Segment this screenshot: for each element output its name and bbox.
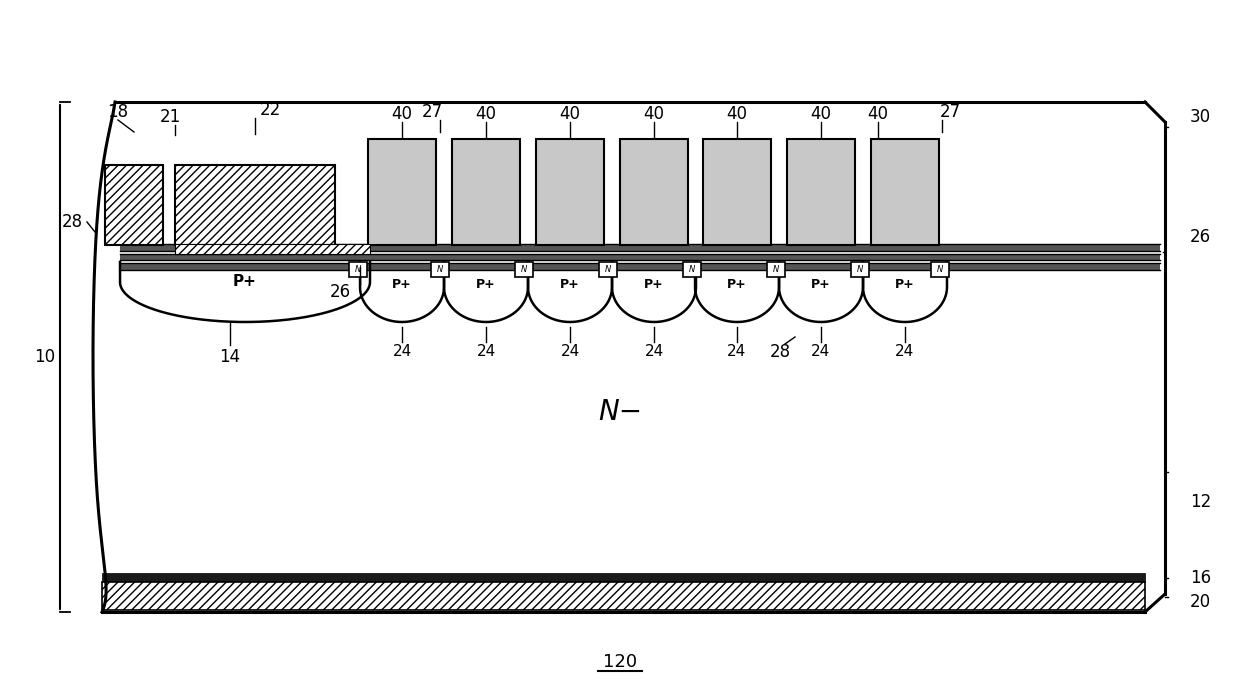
Text: 27: 27 xyxy=(940,103,961,121)
Text: N: N xyxy=(857,265,863,274)
Bar xyxy=(599,262,618,277)
Text: 40: 40 xyxy=(392,105,413,123)
Text: 16: 16 xyxy=(1190,569,1211,587)
Text: 28: 28 xyxy=(770,343,791,361)
Bar xyxy=(120,254,1159,260)
Text: N: N xyxy=(355,265,361,274)
Text: 24: 24 xyxy=(895,345,915,360)
Text: P+: P+ xyxy=(895,277,915,291)
Bar xyxy=(368,139,436,245)
Bar xyxy=(683,262,701,277)
Text: N: N xyxy=(605,265,611,274)
Text: N: N xyxy=(689,265,696,274)
Text: 40: 40 xyxy=(475,105,496,123)
Polygon shape xyxy=(863,262,947,322)
Text: 18: 18 xyxy=(108,103,129,121)
Text: 24: 24 xyxy=(728,345,746,360)
Text: 40: 40 xyxy=(559,105,580,123)
Bar xyxy=(515,262,533,277)
Bar xyxy=(120,260,1159,263)
Text: N: N xyxy=(773,265,779,274)
Text: 21: 21 xyxy=(160,108,181,126)
Text: 40: 40 xyxy=(727,105,748,123)
Bar xyxy=(348,262,367,277)
Text: 40: 40 xyxy=(868,105,889,123)
Bar xyxy=(851,262,869,277)
Text: 26: 26 xyxy=(1190,228,1211,246)
Text: P+: P+ xyxy=(476,277,496,291)
Text: 30: 30 xyxy=(1190,108,1211,126)
Text: 22: 22 xyxy=(259,101,280,119)
Text: P+: P+ xyxy=(644,277,663,291)
Bar xyxy=(768,262,785,277)
Bar xyxy=(175,244,370,254)
Text: 24: 24 xyxy=(560,345,579,360)
Polygon shape xyxy=(613,262,696,322)
Text: 24: 24 xyxy=(645,345,663,360)
Text: N: N xyxy=(937,265,944,274)
Text: P+: P+ xyxy=(392,277,412,291)
Text: N: N xyxy=(521,265,527,274)
Polygon shape xyxy=(444,262,528,322)
Text: 40: 40 xyxy=(644,105,665,123)
Polygon shape xyxy=(779,262,863,322)
Bar xyxy=(120,251,1159,254)
Text: 24: 24 xyxy=(476,345,496,360)
Text: P+: P+ xyxy=(727,277,746,291)
Text: 27: 27 xyxy=(422,103,443,121)
Text: P+: P+ xyxy=(560,277,580,291)
Bar xyxy=(175,165,335,245)
Text: 120: 120 xyxy=(603,653,637,671)
Bar xyxy=(102,573,1145,582)
Bar xyxy=(120,244,1159,251)
Bar xyxy=(453,139,520,245)
Bar xyxy=(432,262,449,277)
Text: N−: N− xyxy=(598,398,642,426)
Text: P+: P+ xyxy=(811,277,831,291)
Bar xyxy=(870,139,939,245)
Bar xyxy=(536,139,604,245)
Bar xyxy=(931,262,949,277)
Text: 40: 40 xyxy=(811,105,832,123)
Polygon shape xyxy=(120,262,370,322)
Text: P+: P+ xyxy=(233,275,257,289)
Text: 24: 24 xyxy=(392,345,412,360)
Text: 20: 20 xyxy=(1190,593,1211,611)
Text: N: N xyxy=(436,265,443,274)
Text: 12: 12 xyxy=(1190,493,1211,511)
Bar xyxy=(102,582,1145,610)
Polygon shape xyxy=(360,262,444,322)
Bar xyxy=(120,263,1159,270)
Text: 10: 10 xyxy=(35,348,56,366)
Text: 24: 24 xyxy=(811,345,831,360)
Polygon shape xyxy=(694,262,779,322)
Polygon shape xyxy=(528,262,613,322)
Text: 26: 26 xyxy=(330,283,351,301)
Text: 28: 28 xyxy=(62,213,83,231)
Text: 14: 14 xyxy=(219,348,241,366)
Bar xyxy=(105,165,162,245)
Bar xyxy=(703,139,771,245)
Bar xyxy=(620,139,688,245)
Bar xyxy=(787,139,856,245)
